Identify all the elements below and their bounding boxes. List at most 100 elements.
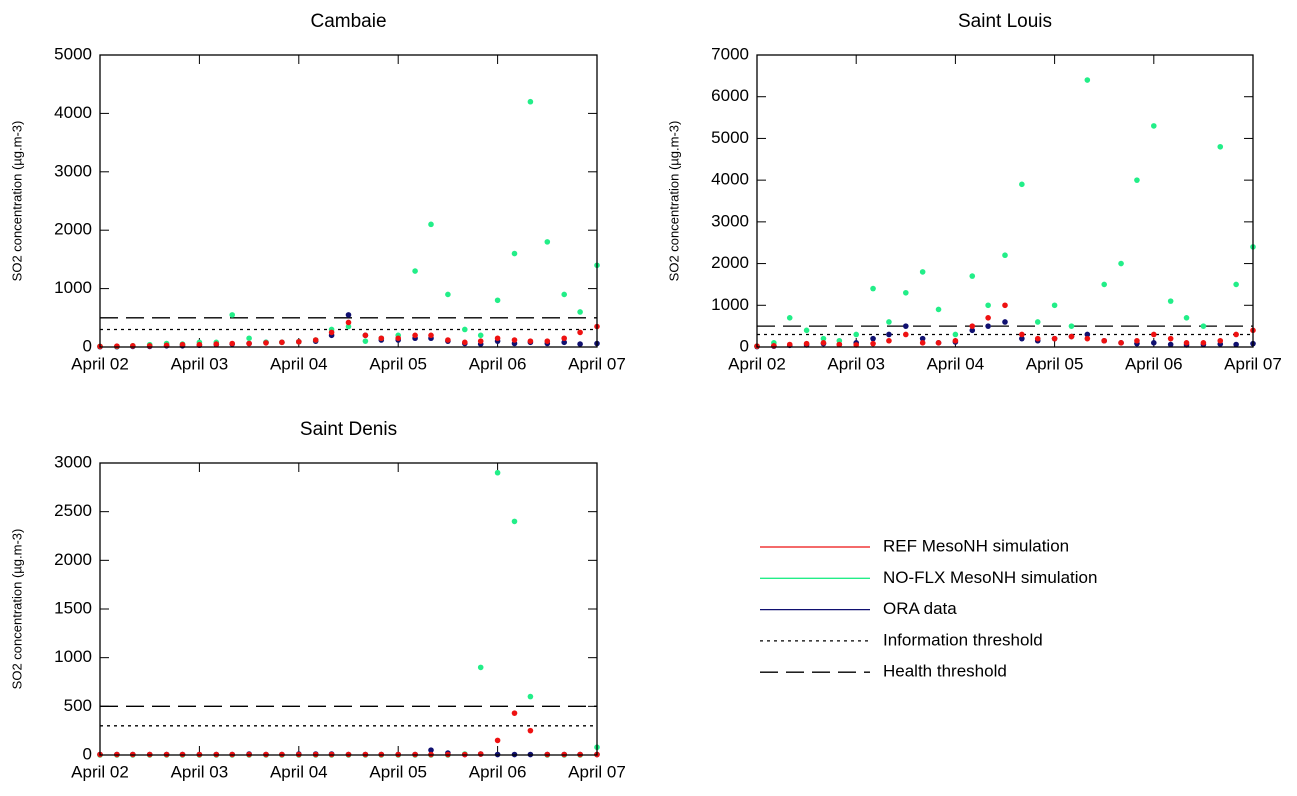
- data-point: [903, 331, 909, 338]
- data-point: [1084, 331, 1091, 338]
- data-point: [229, 312, 236, 318]
- x-tick-label: April 04: [927, 354, 985, 373]
- y-tick-label: 6000: [711, 86, 749, 105]
- data-point: [803, 327, 810, 334]
- data-point: [395, 335, 402, 342]
- data-point: [836, 341, 843, 348]
- data-point: [428, 332, 434, 339]
- y-tick-label: 3000: [54, 452, 92, 471]
- data-point: [1034, 335, 1041, 342]
- data-point: [1200, 323, 1207, 329]
- y-tick-label: 1500: [54, 598, 92, 617]
- data-point: [786, 315, 793, 321]
- data-point: [328, 329, 335, 336]
- y-tick-label: 2500: [54, 501, 92, 520]
- data-point: [1217, 143, 1224, 150]
- y-tick-label: 4000: [711, 170, 749, 189]
- data-point: [1002, 319, 1008, 325]
- y-tick-label: 2000: [711, 253, 749, 272]
- data-point: [870, 340, 876, 347]
- data-point: [1151, 123, 1157, 129]
- data-point: [1051, 302, 1058, 309]
- x-tick-label: April 03: [171, 762, 229, 781]
- y-axis-label: SO2 concentration (µg.m-3): [666, 121, 681, 282]
- data-point: [179, 341, 186, 348]
- x-tick-label: April 06: [469, 354, 527, 373]
- data-point: [494, 335, 501, 342]
- data-point: [345, 323, 352, 330]
- data-point: [511, 518, 518, 525]
- data-point: [1183, 340, 1190, 346]
- plot-frame: [99, 54, 598, 348]
- data-point: [820, 340, 827, 346]
- y-tick-label: 5000: [711, 128, 749, 147]
- y-tick-label: 2000: [54, 550, 92, 569]
- data-point: [1233, 281, 1239, 288]
- x-tick-label: April 05: [369, 354, 427, 373]
- data-point: [903, 323, 909, 329]
- data-point: [246, 335, 252, 342]
- data-point: [919, 269, 926, 275]
- data-point: [1034, 319, 1041, 325]
- data-point: [1019, 335, 1025, 342]
- data-point: [527, 727, 534, 734]
- y-tick-label: 3000: [54, 161, 92, 180]
- data-point: [1118, 260, 1124, 267]
- data-point: [1233, 341, 1239, 348]
- x-tick-label: April 05: [369, 762, 427, 781]
- data-point: [114, 343, 120, 349]
- data-point: [1051, 335, 1058, 342]
- data-point: [544, 239, 551, 245]
- data-point: [561, 339, 567, 346]
- data-point: [952, 337, 959, 344]
- data-point: [312, 337, 319, 343]
- data-point: [1068, 333, 1075, 340]
- y-tick-label: 500: [64, 696, 92, 715]
- data-point: [345, 312, 352, 318]
- data-point: [1002, 302, 1008, 309]
- data-point: [511, 710, 518, 716]
- x-tick-label: April 02: [71, 762, 129, 781]
- y-tick-label: 3000: [711, 211, 749, 230]
- data-point: [1151, 331, 1157, 338]
- y-tick-label: 5000: [54, 44, 92, 63]
- x-tick-label: April 03: [827, 354, 885, 373]
- data-point: [362, 332, 369, 339]
- x-tick-label: April 03: [171, 354, 229, 373]
- data-point: [494, 469, 501, 476]
- data-point: [1233, 331, 1239, 338]
- data-point: [296, 338, 302, 345]
- data-point: [544, 338, 551, 344]
- data-point: [213, 341, 220, 347]
- data-point: [461, 339, 468, 346]
- data-point: [870, 335, 876, 342]
- data-point: [577, 341, 583, 347]
- x-tick-label: April 07: [1224, 354, 1282, 373]
- data-point: [412, 332, 418, 339]
- data-point: [771, 342, 777, 349]
- y-tick-label: 1000: [54, 278, 92, 297]
- y-tick-label: 7000: [711, 44, 749, 63]
- data-point: [1019, 331, 1025, 338]
- data-point: [969, 273, 976, 279]
- x-tick-label: April 02: [728, 354, 786, 373]
- data-point: [1167, 298, 1174, 304]
- data-point: [886, 319, 892, 325]
- data-point: [577, 329, 583, 336]
- data-point: [1084, 335, 1091, 342]
- data-point: [985, 323, 991, 329]
- y-tick-label: 0: [83, 744, 92, 763]
- data-point: [229, 340, 236, 347]
- data-point: [969, 323, 976, 329]
- x-tick-label: April 05: [1026, 354, 1084, 373]
- data-point: [412, 268, 418, 274]
- data-point: [969, 327, 976, 334]
- y-tick-label: 1000: [54, 647, 92, 666]
- data-point: [903, 289, 909, 296]
- legend-label: NO-FLX MesoNH simulation: [883, 568, 1097, 587]
- data-point: [919, 340, 926, 346]
- data-point: [886, 331, 892, 338]
- data-point: [279, 339, 285, 346]
- data-point: [527, 338, 534, 344]
- data-point: [935, 340, 942, 346]
